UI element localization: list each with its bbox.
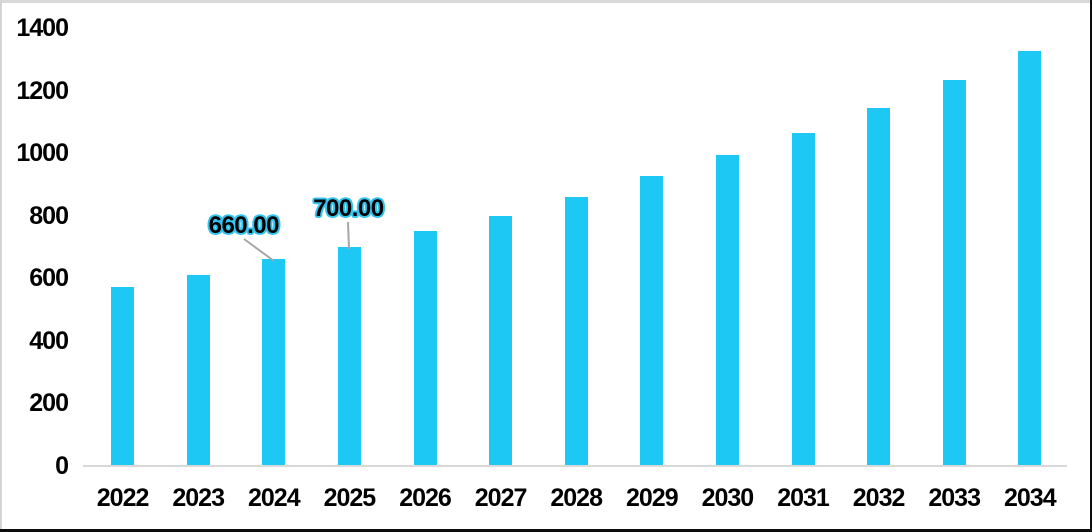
bar-2024 bbox=[262, 259, 286, 466]
x-tick-label-2031: 2031 bbox=[777, 484, 830, 512]
x-tick-label-2023: 2023 bbox=[172, 484, 225, 512]
x-tick-label-2022: 2022 bbox=[96, 484, 150, 512]
leader-line-2025 bbox=[347, 221, 351, 249]
x-tick-label-2028: 2028 bbox=[550, 484, 603, 512]
bar-2029 bbox=[640, 176, 664, 466]
x-axis-line bbox=[83, 464, 1067, 467]
bar-2026 bbox=[413, 231, 437, 466]
frame-border-bottom bbox=[0, 529, 1092, 532]
y-tick-label-200: 200 bbox=[29, 389, 69, 417]
bar-2031 bbox=[791, 132, 815, 466]
y-tick-label-800: 800 bbox=[29, 201, 69, 230]
x-tick-label-2034: 2034 bbox=[1003, 484, 1057, 512]
bar-2027 bbox=[489, 215, 513, 466]
y-tick-label-600: 600 bbox=[29, 264, 69, 292]
x-tick-label-2027: 2027 bbox=[474, 484, 528, 512]
x-tick-label-2026: 2026 bbox=[399, 484, 452, 512]
y-tick-label-400: 400 bbox=[29, 326, 69, 355]
x-tick-label-2032: 2032 bbox=[852, 484, 906, 512]
x-tick-label-2033: 2033 bbox=[928, 484, 981, 512]
x-tick-label-2030: 2030 bbox=[701, 484, 755, 512]
bar-2022 bbox=[111, 287, 135, 466]
y-tick-label-0: 0 bbox=[55, 451, 69, 480]
leader-line-2024 bbox=[243, 238, 275, 263]
frame-border-left bbox=[0, 0, 2, 532]
bar-2023 bbox=[186, 274, 210, 466]
bar-2025 bbox=[337, 246, 361, 466]
x-tick-label-2025: 2025 bbox=[323, 484, 377, 512]
data-label-2025: 700.00 bbox=[313, 194, 384, 222]
y-tick-label-1400: 1400 bbox=[16, 14, 69, 42]
bar-2032 bbox=[867, 107, 891, 466]
frame-border-top bbox=[0, 0, 1092, 3]
bar-2030 bbox=[715, 154, 739, 466]
x-tick-label-2024: 2024 bbox=[247, 484, 301, 512]
bar-2028 bbox=[564, 196, 588, 466]
data-label-2024: 660.00 bbox=[208, 212, 280, 240]
y-tick-label-1200: 1200 bbox=[16, 76, 69, 105]
x-tick-label-2029: 2029 bbox=[625, 484, 679, 512]
y-tick-label-1000: 1000 bbox=[16, 139, 69, 167]
bar-2034 bbox=[1018, 51, 1042, 466]
frame-border-right bbox=[1090, 0, 1092, 532]
bar-2033 bbox=[942, 79, 966, 466]
